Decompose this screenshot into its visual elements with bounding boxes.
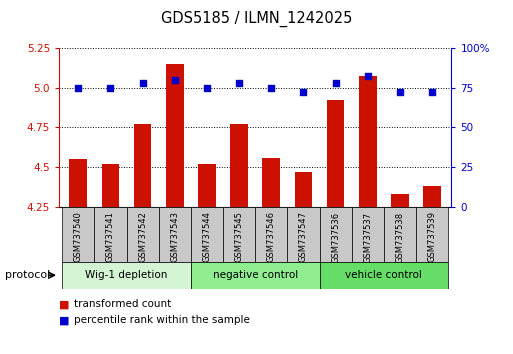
Text: percentile rank within the sample: percentile rank within the sample: [74, 315, 250, 325]
FancyBboxPatch shape: [191, 207, 223, 262]
Bar: [327, 101, 345, 207]
Point: [364, 74, 372, 79]
Text: GSM737536: GSM737536: [331, 211, 340, 263]
Bar: [69, 159, 87, 207]
Text: Wig-1 depletion: Wig-1 depletion: [85, 270, 168, 280]
FancyBboxPatch shape: [62, 262, 191, 289]
Point: [428, 90, 436, 95]
FancyBboxPatch shape: [94, 207, 127, 262]
Bar: [423, 187, 441, 207]
Bar: [230, 124, 248, 207]
Point: [203, 85, 211, 91]
Text: GSM737537: GSM737537: [363, 211, 372, 263]
Text: GSM737542: GSM737542: [138, 211, 147, 262]
Text: vehicle control: vehicle control: [345, 270, 422, 280]
Bar: [198, 164, 216, 207]
FancyBboxPatch shape: [159, 207, 191, 262]
FancyBboxPatch shape: [320, 262, 448, 289]
Bar: [102, 164, 120, 207]
FancyBboxPatch shape: [191, 262, 320, 289]
Text: ■: ■: [59, 299, 69, 309]
Point: [139, 80, 147, 86]
Bar: [134, 124, 151, 207]
Text: GSM737543: GSM737543: [170, 211, 180, 262]
Point: [235, 80, 243, 86]
Text: GSM737541: GSM737541: [106, 211, 115, 262]
FancyBboxPatch shape: [384, 207, 416, 262]
Text: GSM737546: GSM737546: [267, 211, 276, 262]
Text: GSM737545: GSM737545: [234, 211, 244, 262]
Text: GSM737544: GSM737544: [203, 211, 211, 262]
FancyBboxPatch shape: [255, 207, 287, 262]
Bar: [359, 76, 377, 207]
FancyBboxPatch shape: [223, 207, 255, 262]
FancyBboxPatch shape: [320, 207, 352, 262]
Text: negative control: negative control: [212, 270, 298, 280]
Text: transformed count: transformed count: [74, 299, 172, 309]
Bar: [166, 64, 184, 207]
Text: GSM737539: GSM737539: [428, 211, 437, 262]
Point: [106, 85, 114, 91]
Text: GSM737540: GSM737540: [74, 211, 83, 262]
FancyBboxPatch shape: [416, 207, 448, 262]
Point: [300, 90, 308, 95]
Text: GSM737547: GSM737547: [299, 211, 308, 262]
Text: protocol: protocol: [5, 270, 50, 280]
Point: [396, 90, 404, 95]
Point: [74, 85, 83, 91]
Text: GDS5185 / ILMN_1242025: GDS5185 / ILMN_1242025: [161, 11, 352, 27]
Bar: [294, 172, 312, 207]
FancyBboxPatch shape: [62, 207, 94, 262]
Point: [267, 85, 275, 91]
FancyBboxPatch shape: [352, 207, 384, 262]
Point: [331, 80, 340, 86]
FancyBboxPatch shape: [287, 207, 320, 262]
Text: ■: ■: [59, 315, 69, 325]
Text: GSM737538: GSM737538: [396, 211, 404, 263]
Bar: [391, 194, 409, 207]
FancyBboxPatch shape: [127, 207, 159, 262]
Bar: [263, 158, 280, 207]
Point: [171, 77, 179, 82]
